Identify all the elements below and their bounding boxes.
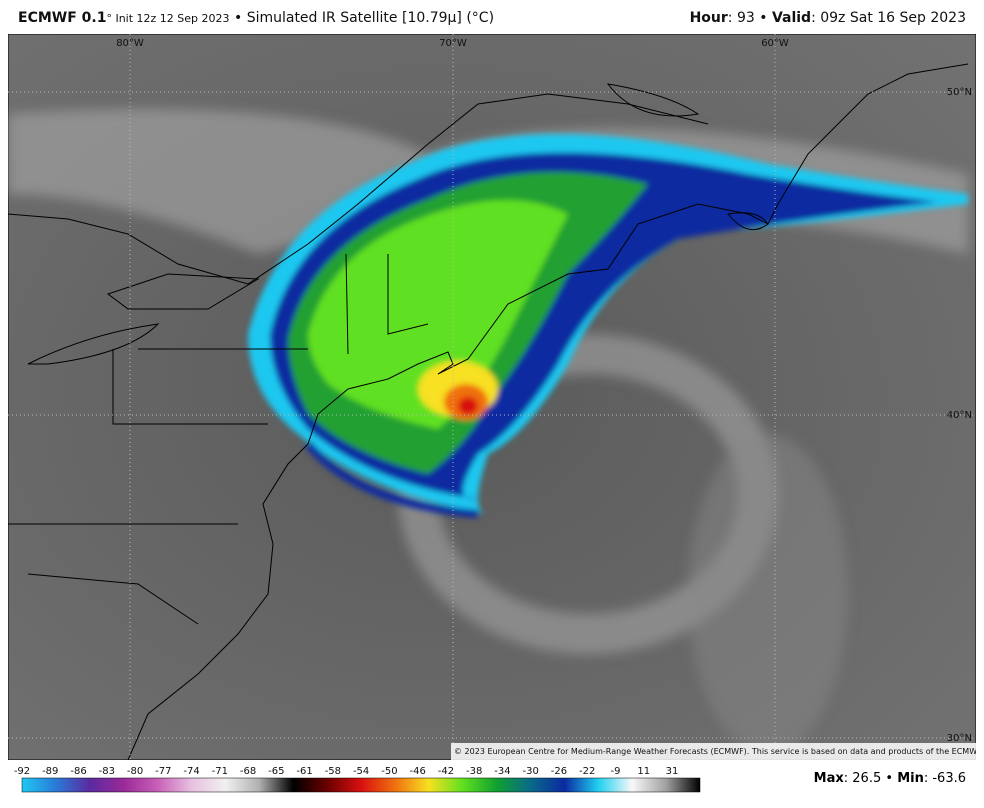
lat-label: 50°N	[947, 87, 972, 98]
separator: •	[759, 10, 768, 26]
colorbar-tick: -58	[325, 766, 341, 777]
max-label: Max	[813, 771, 844, 786]
copyright-bg	[451, 743, 976, 760]
lat-label: 30°N	[947, 733, 972, 744]
lat-label: 40°N	[947, 410, 972, 421]
colorbar-tick: -77	[155, 766, 171, 777]
stats: Max: 26.5 • Min: -63.6	[814, 771, 966, 786]
max: : 26.5	[843, 771, 882, 786]
product: Simulated IR Satellite [10.79μ] (°C)	[246, 10, 495, 26]
colorbar-tick: -61	[296, 766, 312, 777]
min: : -63.6	[923, 771, 966, 786]
colorbar-tick: -89	[42, 766, 58, 777]
separator: •	[885, 771, 894, 786]
colorbar-tick: -68	[240, 766, 256, 777]
colorbar-tick: 11	[637, 766, 650, 777]
init: ° Init 12z 12 Sep 2023	[106, 12, 230, 25]
valid: : 09z Sat 16 Sep 2023	[811, 10, 966, 26]
colorbar-tick: -34	[494, 766, 510, 777]
colorbar-tick: -38	[466, 766, 482, 777]
graticule	[8, 34, 976, 760]
colorbar-tick: -86	[70, 766, 86, 777]
model: ECMWF 0.1	[18, 10, 107, 26]
storm	[248, 134, 968, 518]
colorbar-tick: -83	[99, 766, 115, 777]
copyright: © 2023 European Centre for Medium-Range …	[454, 747, 976, 756]
colorbar-tick: -74	[183, 766, 199, 777]
header-left: ECMWF 0.1° Init 12z 12 Sep 2023 • Simula…	[18, 10, 494, 26]
header-right: Hour: 93 • Valid: 09z Sat 16 Sep 2023	[690, 10, 966, 26]
colorbar-scale	[21, 777, 701, 793]
colorbar-tick: -30	[523, 766, 539, 777]
colorbar-tick: -22	[579, 766, 595, 777]
map: 80°W 70°W 60°W 50°N 40°N 30°N © 2023 Eur…	[8, 34, 976, 760]
colorbar-tick: -50	[381, 766, 397, 777]
colorbar-tick: -71	[212, 766, 228, 777]
colorbar-tick: -9	[610, 766, 620, 777]
coastlines	[8, 63, 969, 760]
colorbar-tick: -42	[438, 766, 454, 777]
colorbar-tick: -92	[14, 766, 30, 777]
separator: •	[233, 10, 243, 26]
colorbar-tick: -26	[551, 766, 567, 777]
lon-label: 80°W	[116, 38, 144, 49]
colorbar-tick: -46	[409, 766, 425, 777]
colorbar-tick: -80	[127, 766, 143, 777]
hour: : 93	[727, 10, 755, 26]
lon-label: 60°W	[761, 38, 789, 49]
colorbar-tick: -65	[268, 766, 284, 777]
colorbar: -92 -89 -86 -83 -80 -77 -74 -71 -68 -65 -61 -58 -54 -…	[14, 766, 701, 793]
min-label: Min	[897, 771, 924, 786]
colorbar-tick: 31	[666, 766, 679, 777]
colorbar-tick: -54	[353, 766, 369, 777]
valid-label: Valid	[771, 10, 812, 26]
hour-label: Hour	[689, 10, 728, 26]
lon-label: 70°W	[439, 38, 467, 49]
